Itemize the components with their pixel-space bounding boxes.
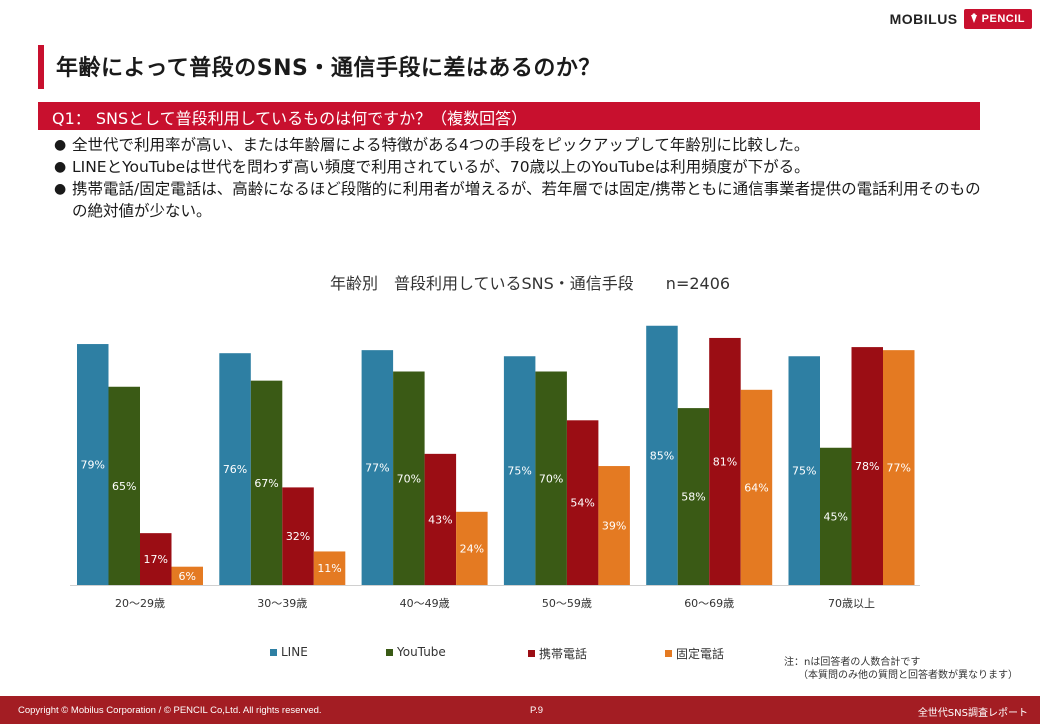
data-label: 76% (223, 463, 247, 476)
bullet-item: 携帯電話/固定電話は、高齢になるほど段階的に利用者が増えるが、若年層では固定/携… (54, 178, 984, 222)
company-logo: MOBILUS PENCIL (890, 8, 1032, 30)
data-label: 85% (650, 449, 674, 462)
chart-title: 年齢別 普段利用しているSNS・通信手段 n=2406 (330, 274, 731, 293)
legend-item-携帯電話: 携帯電話 (528, 645, 587, 662)
footnote-line-1: 注：nは回答者の人数合計です (784, 657, 921, 668)
x-tick-label: 40〜49歳 (400, 597, 450, 610)
data-label: 24% (460, 542, 484, 555)
report-name: 全世代SNS調査レポート (917, 708, 1028, 719)
bar-固定電話-50〜59歳 (598, 466, 630, 585)
footer-bar: Copyright © Mobilus Corporation / © PENC… (0, 696, 1040, 724)
legend-item-YouTube: YouTube (386, 645, 446, 659)
bar-LINE-70歳以上 (788, 356, 820, 585)
x-tick-label: 60〜69歳 (684, 597, 734, 610)
logo-mobilus: MOBILUS (889, 11, 958, 27)
data-label: 81% (713, 455, 737, 468)
legend-label: 携帯電話 (539, 647, 588, 661)
bar-携帯電話-20〜29歳 (140, 533, 172, 585)
page-title: 年齢によって普段のSNS・通信手段に差はあるのか？ (56, 56, 601, 81)
question-banner: Q1： SNSとして普段利用しているものは何ですか？（複数回答） (38, 102, 980, 130)
bar-YouTube-20〜29歳 (108, 386, 140, 585)
bar-携帯電話-40〜49歳 (424, 453, 457, 585)
data-label: 77% (365, 462, 389, 475)
data-label: 6% (179, 570, 196, 583)
legend-label: 固定電話 (676, 647, 725, 661)
x-tick-label: 70歳以上 (828, 597, 875, 610)
legend-swatch (528, 650, 535, 657)
data-label: 79% (81, 459, 105, 472)
bar-携帯電話-60〜69歳 (709, 337, 741, 585)
legend-label: YouTube (397, 645, 446, 659)
bar-YouTube-70歳以上 (820, 447, 852, 585)
legend-label: LINE (281, 645, 308, 659)
data-label: 75% (507, 465, 531, 478)
data-label: 77% (887, 462, 911, 475)
chart-legend: LINE YouTube 携帯電話 固定電話 (0, 645, 1040, 665)
data-label: 54% (570, 497, 594, 510)
data-label: 64% (744, 481, 768, 494)
legend-swatch (665, 650, 672, 657)
bar-固定電話-40〜49歳 (456, 511, 488, 585)
data-label: 65% (112, 480, 136, 493)
bar-LINE-30〜39歳 (219, 353, 251, 585)
logo-pencil-text: PENCIL (981, 13, 1025, 25)
data-label: 78% (855, 460, 879, 473)
title-accent-bar (38, 45, 44, 89)
x-tick-label: 50〜59歳 (542, 597, 592, 610)
bar-LINE-60〜69歳 (646, 325, 678, 585)
data-label: 58% (681, 491, 705, 504)
bar-YouTube-40〜49歳 (393, 371, 425, 585)
data-label: 32% (286, 530, 310, 543)
bar-固定電話-30〜39歳 (313, 551, 346, 585)
legend-swatch (386, 648, 393, 656)
bar-携帯電話-30〜39歳 (282, 487, 314, 585)
data-label: 43% (428, 513, 452, 526)
x-tick-label: 30〜39歳 (257, 597, 307, 610)
data-label: 75% (792, 465, 816, 478)
bullet-list: 全世代で利用率が高い、または年齢層による特徴がある4つの手段をピックアップして年… (54, 134, 984, 222)
data-label: 70% (539, 472, 563, 485)
bar-LINE-20〜29歳 (77, 344, 109, 585)
bar-YouTube-30〜39歳 (250, 380, 283, 585)
x-tick-label: 20〜29歳 (115, 597, 165, 610)
logo-pencil: PENCIL (963, 9, 1032, 29)
footer-copyright: Copyright © Mobilus Corporation / © PENC… (18, 705, 322, 716)
data-label: 11% (317, 562, 341, 575)
bar-YouTube-60〜69歳 (677, 408, 710, 585)
bar-LINE-40〜49歳 (361, 350, 394, 585)
bar-LINE-50〜59歳 (503, 356, 536, 585)
bullet-item: 全世代で利用率が高い、または年齢層による特徴がある4つの手段をピックアップして年… (54, 134, 984, 156)
footnote: 注：nは回答者の人数合計です （本質問のみ他の質問と回答者数が異なります） (784, 656, 1018, 682)
legend-item-固定電話: 固定電話 (665, 645, 724, 662)
pencil-logo-icon (970, 13, 977, 23)
page-number: P.9 (530, 705, 544, 716)
data-label: 67% (254, 477, 278, 490)
bullet-item: LINEとYouTubeは世代を問わず高い頻度で利用されているが、70歳以上のY… (54, 156, 984, 178)
data-label: 39% (602, 520, 626, 533)
data-label: 45% (824, 510, 848, 523)
bar-携帯電話-50〜59歳 (566, 420, 599, 585)
legend-swatch (270, 648, 277, 656)
bar-YouTube-50〜59歳 (535, 371, 567, 585)
footnote-line-2: （本質問のみ他の質問と回答者数が異なります） (798, 670, 1018, 681)
bar-固定電話-60〜69歳 (740, 389, 773, 585)
bar-固定電話-70歳以上 (883, 350, 915, 585)
data-label: 70% (397, 472, 421, 485)
legend-item-LINE: LINE (270, 645, 308, 659)
data-label: 17% (144, 553, 168, 566)
bar-携帯電話-70歳以上 (851, 347, 883, 585)
bar-chart: 79% 65% 17% 6% 20〜29歳 76% 67% 32% 11% 30〜39歳 77% 70… (70, 325, 920, 610)
bar-固定電話-20〜29歳 (171, 566, 203, 585)
